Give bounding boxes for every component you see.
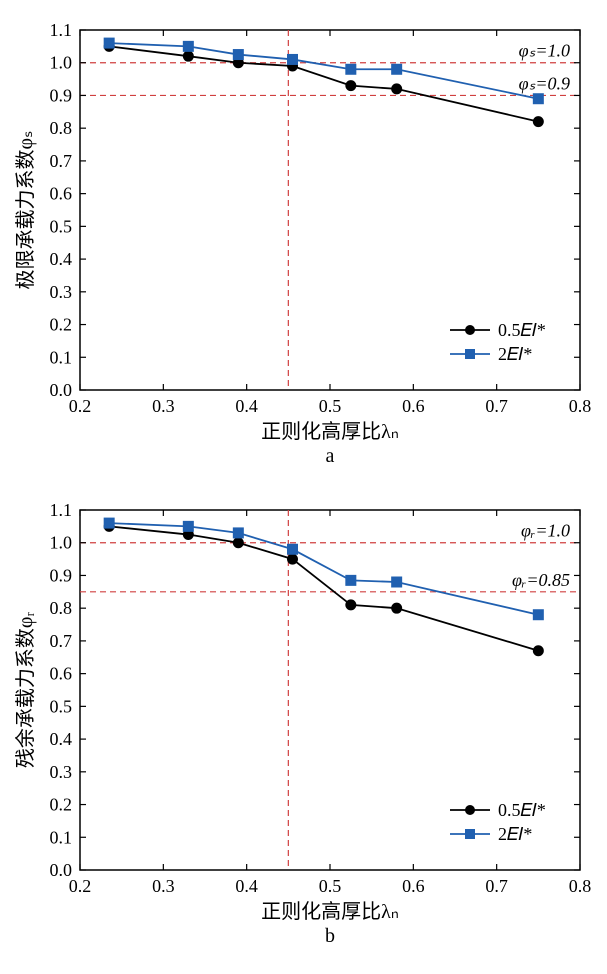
series-marker-0.5EI* (346, 600, 356, 610)
chart_b-svg: φᵣ=1.0 φᵣ=0.85 0.2 0.3 0.4 0.5 0.6 0.7 0.8 0.0 0.1… (0, 490, 607, 960)
y-tick-label: 1.1 (50, 20, 73, 40)
x-tick-label: 0.5 (319, 396, 342, 416)
legend-marker-2EI* (465, 349, 475, 359)
reference-label-1: φᵣ=0.85 (512, 570, 570, 590)
y-tick-label: 0.6 (50, 184, 73, 204)
y-tick-label: 0.8 (50, 598, 73, 618)
x-tick-label: 0.8 (569, 396, 592, 416)
chart_a-svg: φₛ=1.0 φₛ=0.9 0.2 0.3 0.4 0.5 0.6 0.7 0.8 0.0 0.1 0… (0, 10, 607, 480)
y-tick-label: 0.5 (50, 216, 73, 236)
y-tick-label: 0.6 (50, 664, 73, 684)
y-tick-label: 0.4 (50, 729, 73, 749)
legend-marker-0.5EI* (465, 805, 475, 815)
y-axis-label: 残余承载力系数φᵣ (14, 612, 37, 769)
y-tick-label: 1.1 (50, 500, 73, 520)
chart-b: φᵣ=1.0 φᵣ=0.85 0.2 0.3 0.4 0.5 0.6 0.7 0.8 0.0 0.1… (0, 490, 607, 960)
series-marker-2EI* (104, 518, 114, 528)
reference-label-1: φₛ=0.9 (519, 73, 570, 93)
series-marker-2EI* (104, 38, 114, 48)
x-tick-label: 0.2 (69, 876, 92, 896)
series-marker-0.5EI* (533, 117, 543, 127)
series-marker-2EI* (392, 577, 402, 587)
series-marker-2EI* (392, 64, 402, 74)
series-marker-2EI* (233, 50, 243, 60)
y-tick-label: 1.0 (50, 53, 73, 73)
legend-label-0.5EI*: 0.5𝐸𝐼* (498, 320, 546, 340)
page: φₛ=1.0 φₛ=0.9 0.2 0.3 0.4 0.5 0.6 0.7 0.8 0.0 0.1 0… (0, 0, 607, 974)
series-marker-0.5EI* (288, 554, 298, 564)
legend-marker-0.5EI* (465, 325, 475, 335)
x-axis-label: 正则化高厚比λₙ (261, 900, 399, 923)
x-tick-label: 0.8 (569, 876, 592, 896)
x-tick-label: 0.4 (235, 396, 258, 416)
reference-label-0: φₛ=1.0 (519, 41, 570, 61)
y-tick-label: 0.9 (50, 85, 73, 105)
y-tick-label: 0.3 (50, 282, 73, 302)
y-tick-label: 0.1 (50, 827, 73, 847)
legend-label-2EI*: 2𝐸𝐼* (498, 344, 532, 364)
series-marker-2EI* (346, 64, 356, 74)
chart-a: φₛ=1.0 φₛ=0.9 0.2 0.3 0.4 0.5 0.6 0.7 0.8 0.0 0.1 0… (0, 10, 607, 480)
x-tick-label: 0.7 (485, 876, 508, 896)
y-tick-label: 0.7 (50, 631, 73, 651)
subplot-label: b (325, 925, 335, 947)
series-marker-0.5EI* (392, 84, 402, 94)
x-tick-label: 0.3 (152, 396, 175, 416)
x-tick-label: 0.7 (485, 396, 508, 416)
series-marker-0.5EI* (533, 646, 543, 656)
legend-label-0.5EI*: 0.5𝐸𝐼* (498, 800, 546, 820)
series-marker-0.5EI* (183, 51, 193, 61)
x-tick-label: 0.5 (319, 876, 342, 896)
y-tick-label: 1.0 (50, 533, 73, 553)
y-tick-label: 0.4 (50, 249, 73, 269)
series-marker-2EI* (533, 94, 543, 104)
subplot-label: a (326, 445, 335, 467)
x-tick-label: 0.4 (235, 876, 258, 896)
y-axis-label: 极限承载力系数φₛ (14, 130, 37, 289)
y-tick-label: 0.2 (50, 315, 73, 335)
series-marker-2EI* (346, 575, 356, 585)
y-tick-label: 0.1 (50, 347, 73, 367)
legend-marker-2EI* (465, 829, 475, 839)
reference-label-0: φᵣ=1.0 (521, 521, 570, 541)
legend-label-2EI*: 2𝐸𝐼* (498, 824, 532, 844)
series-marker-2EI* (183, 41, 193, 51)
y-tick-label: 0.2 (50, 795, 73, 815)
series-marker-2EI* (288, 54, 298, 64)
y-tick-label: 0.5 (50, 696, 73, 716)
x-axis-label: 正则化高厚比λₙ (261, 420, 399, 443)
y-tick-label: 0.7 (50, 151, 73, 171)
series-marker-0.5EI* (346, 81, 356, 91)
y-tick-label: 0.0 (50, 860, 73, 880)
series-marker-0.5EI* (392, 603, 402, 613)
y-tick-label: 0.9 (50, 565, 73, 585)
series-marker-0.5EI* (233, 538, 243, 548)
series-marker-2EI* (533, 610, 543, 620)
y-tick-label: 0.0 (50, 380, 73, 400)
y-tick-label: 0.3 (50, 762, 73, 782)
x-tick-label: 0.3 (152, 876, 175, 896)
x-tick-label: 0.6 (402, 396, 425, 416)
series-marker-2EI* (233, 528, 243, 538)
x-tick-label: 0.2 (69, 396, 92, 416)
series-marker-2EI* (288, 544, 298, 554)
y-tick-label: 0.8 (50, 118, 73, 138)
x-tick-label: 0.6 (402, 876, 425, 896)
series-marker-2EI* (183, 521, 193, 531)
